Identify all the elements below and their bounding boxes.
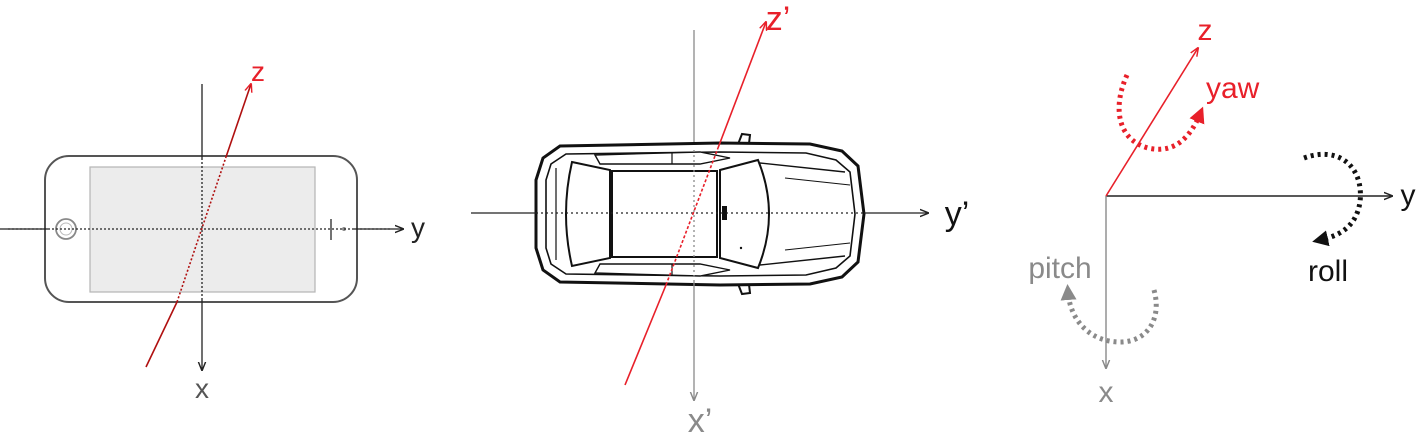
yaw-label: yaw	[1206, 72, 1260, 105]
rotation-x-label: x	[1099, 376, 1114, 409]
phone-z-label: z	[251, 56, 265, 87]
car-x-label: x’	[688, 402, 713, 433]
car-z-label: z’	[766, 0, 791, 38]
phone-panel: z y x	[0, 56, 425, 404]
pitch-arrow-icon	[1060, 284, 1159, 345]
rotation-panel: z yaw y roll pitch x	[1028, 14, 1415, 409]
pitch-label: pitch	[1028, 252, 1091, 285]
car-y-label: y’	[945, 195, 970, 233]
car-top-view	[534, 132, 866, 296]
rotation-z-label: z	[1198, 14, 1213, 47]
rotation-y-label: y	[1401, 179, 1416, 212]
phone-z-axis	[145, 301, 178, 368]
roll-label: roll	[1308, 255, 1348, 288]
yaw-arrow-icon	[1116, 73, 1205, 152]
car-panel: z’ y’ x’	[471, 0, 969, 433]
roll-arrow-icon	[1303, 151, 1363, 247]
phone-y-label: y	[411, 212, 425, 243]
car-z-axis	[624, 284, 667, 386]
phone-x-label: x	[195, 373, 209, 404]
rotation-z-axis	[1105, 48, 1198, 197]
